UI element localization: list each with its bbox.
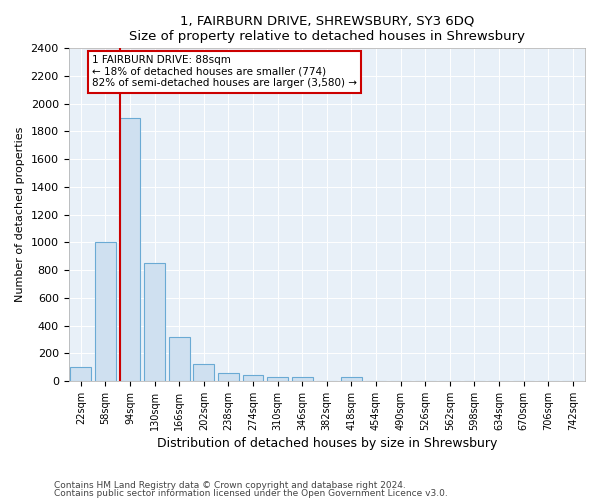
Bar [193,364,214,381]
Text: 1 FAIRBURN DRIVE: 88sqm
← 18% of detached houses are smaller (774)
82% of semi-d: 1 FAIRBURN DRIVE: 88sqm ← 18% of detache… [92,56,357,88]
Bar [341,378,362,381]
Bar [144,263,165,381]
Bar [119,118,140,381]
Bar [70,367,91,381]
Title: 1, FAIRBURN DRIVE, SHREWSBURY, SY3 6DQ
Size of property relative to detached hou: 1, FAIRBURN DRIVE, SHREWSBURY, SY3 6DQ S… [129,15,525,43]
Bar [169,336,190,381]
Bar [95,242,116,381]
Text: Contains public sector information licensed under the Open Government Licence v3: Contains public sector information licen… [54,489,448,498]
Text: Contains HM Land Registry data © Crown copyright and database right 2024.: Contains HM Land Registry data © Crown c… [54,480,406,490]
Bar [218,374,239,381]
Bar [292,378,313,381]
Y-axis label: Number of detached properties: Number of detached properties [15,127,25,302]
Bar [267,377,288,381]
X-axis label: Distribution of detached houses by size in Shrewsbury: Distribution of detached houses by size … [157,437,497,450]
Bar [242,374,263,381]
